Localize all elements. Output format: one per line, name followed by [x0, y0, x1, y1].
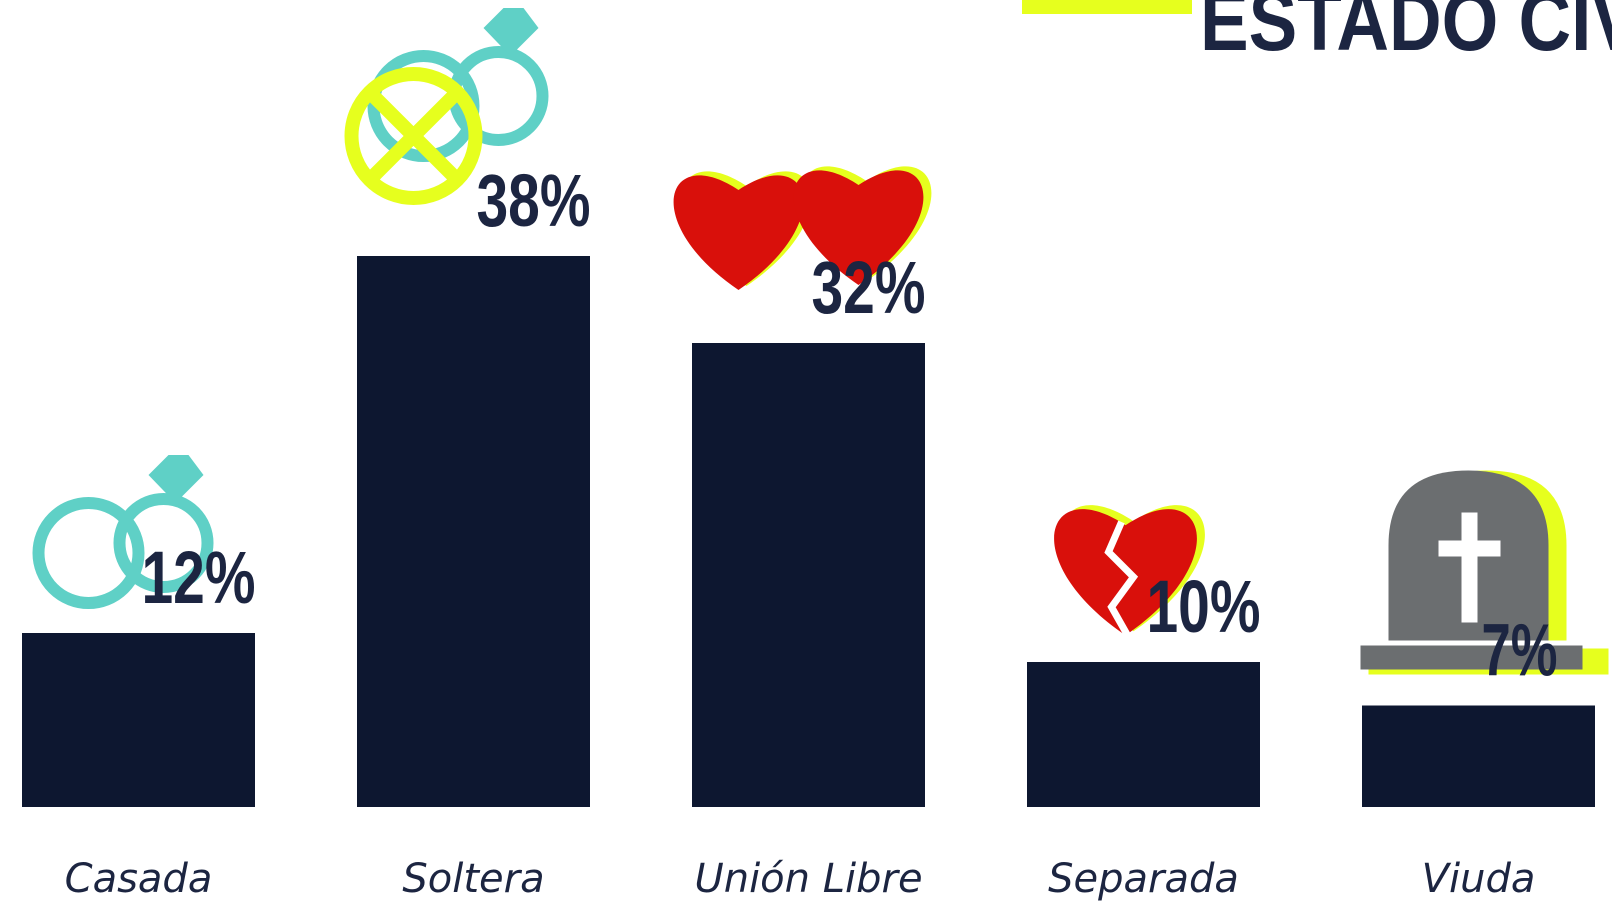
ring-icon	[113, 493, 214, 593]
chart-title: ESTADO CIV	[1200, 0, 1612, 68]
x-tick-label: Separada	[1048, 856, 1239, 902]
tomb-base	[1360, 645, 1583, 670]
diamond-icon	[148, 455, 204, 503]
value-label: 12%	[142, 536, 256, 619]
value-label: 10%	[1147, 565, 1261, 648]
heart-icon	[793, 170, 924, 285]
bar	[22, 633, 255, 807]
diamond-icon	[483, 8, 539, 56]
bar	[692, 343, 925, 807]
bar	[1362, 705, 1595, 807]
value-label: 32%	[812, 246, 926, 329]
tomb-cross	[1461, 512, 1478, 623]
x-tick-label: Unión Libre	[694, 856, 922, 902]
no-icon	[368, 91, 459, 181]
x-tick-label: Soltera	[402, 856, 544, 902]
no-icon	[344, 67, 483, 205]
ring-icon	[32, 497, 145, 609]
bar	[357, 256, 590, 807]
bar	[1027, 662, 1260, 807]
x-tick-label: Casada	[65, 856, 213, 902]
heart-icon	[673, 175, 804, 290]
heart-crack	[1104, 520, 1139, 639]
value-label: 38%	[477, 159, 591, 242]
title-accent	[1022, 0, 1192, 14]
tomb-cross	[1438, 540, 1501, 557]
x-tick-label: Viuda	[1422, 856, 1536, 902]
value-label: 7%	[1482, 609, 1558, 692]
